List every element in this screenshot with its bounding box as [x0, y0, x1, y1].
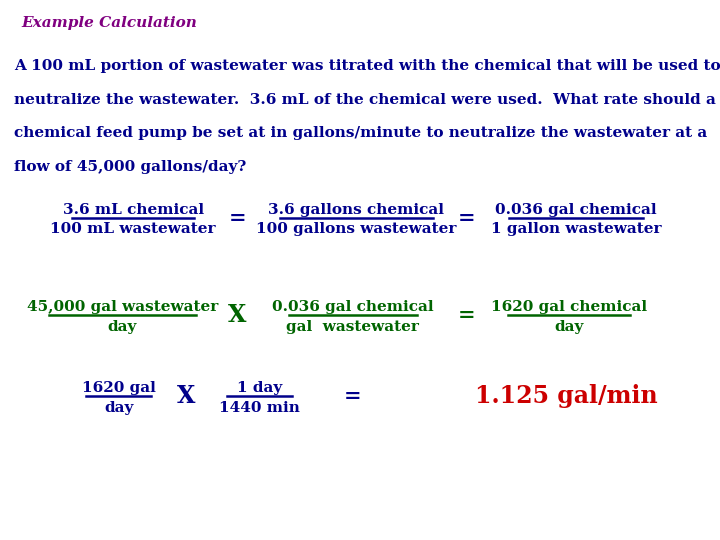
Text: =: = [458, 208, 475, 228]
Text: X: X [228, 303, 247, 327]
Text: 1620 gal: 1620 gal [82, 381, 156, 395]
Text: 45,000 gal wastewater: 45,000 gal wastewater [27, 300, 218, 314]
Text: chemical feed pump be set at in gallons/minute to neutralize the wastewater at a: chemical feed pump be set at in gallons/… [14, 126, 708, 140]
Text: =: = [344, 386, 361, 407]
Text: 0.036 gal chemical: 0.036 gal chemical [272, 300, 433, 314]
Text: day: day [108, 320, 137, 334]
Text: 100 mL wastewater: 100 mL wastewater [50, 222, 216, 237]
Text: gal  wastewater: gal wastewater [287, 320, 419, 334]
Text: A 100 mL portion of wastewater was titrated with the chemical that will be used : A 100 mL portion of wastewater was titra… [14, 59, 720, 73]
Text: =: = [458, 305, 475, 326]
Text: 100 gallons wastewater: 100 gallons wastewater [256, 222, 456, 237]
Text: 1440 min: 1440 min [219, 401, 300, 415]
Text: X: X [176, 384, 195, 408]
Text: 1 day: 1 day [237, 381, 282, 395]
Text: 1 gallon wastewater: 1 gallon wastewater [491, 222, 661, 237]
Text: 0.036 gal chemical: 0.036 gal chemical [495, 203, 657, 217]
Text: Example Calculation: Example Calculation [22, 16, 197, 30]
Text: day: day [554, 320, 583, 334]
Text: =: = [229, 208, 246, 228]
Text: 1.125 gal/min: 1.125 gal/min [475, 384, 658, 408]
Text: 3.6 gallons chemical: 3.6 gallons chemical [269, 203, 444, 217]
Text: flow of 45,000 gallons/day?: flow of 45,000 gallons/day? [14, 160, 247, 174]
Text: neutralize the wastewater.  3.6 mL of the chemical were used.  What rate should : neutralize the wastewater. 3.6 mL of the… [14, 93, 716, 107]
Text: 3.6 mL chemical: 3.6 mL chemical [63, 203, 204, 217]
Text: 1620 gal chemical: 1620 gal chemical [491, 300, 647, 314]
Text: day: day [104, 401, 133, 415]
